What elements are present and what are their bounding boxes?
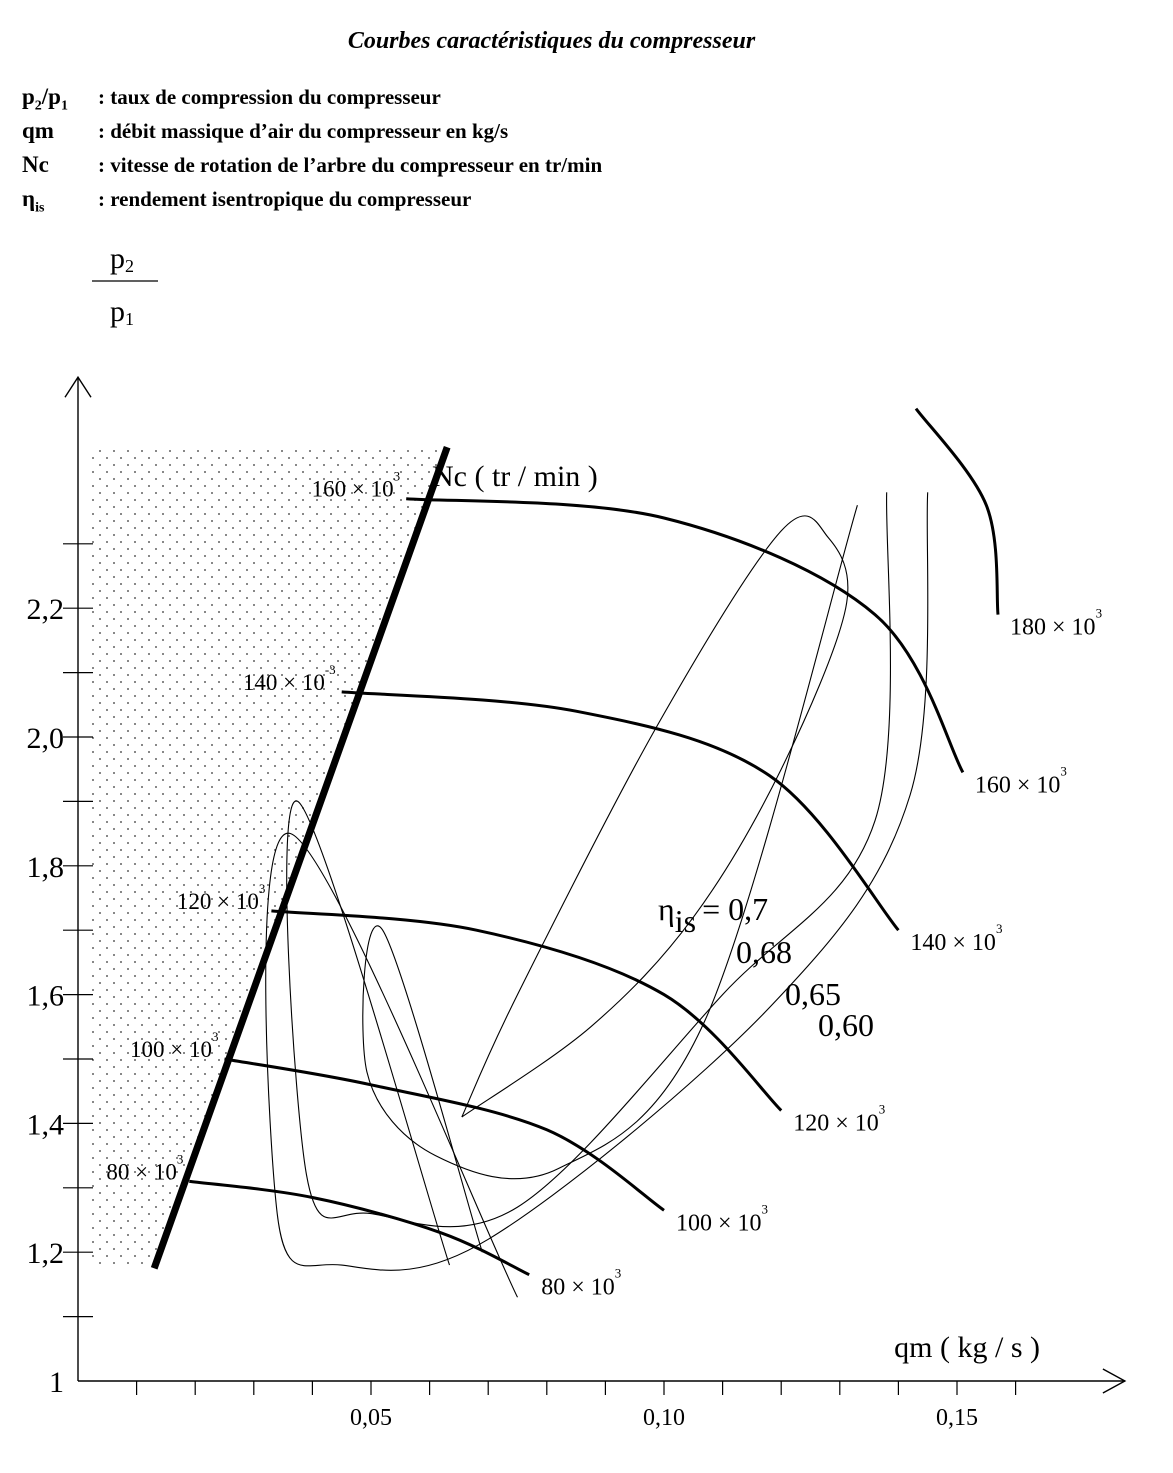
speed-line-3: [341, 690, 900, 932]
y-tick-label: 1,8: [27, 851, 65, 884]
speed-label-right-4-exponent: 3: [1060, 763, 1067, 778]
legend-symbol: p2/p1: [22, 84, 68, 114]
x-tick-label: 0,10: [643, 1405, 685, 1431]
y-axis-arrow: [64, 375, 92, 398]
x-tick-label: 0,05: [350, 1405, 392, 1431]
speed-label-right-2: 120 × 103: [793, 1102, 885, 1137]
efficiency-label-0: ηis = 0,7: [658, 891, 768, 939]
speed-label-left-0-exponent: 3: [177, 1151, 184, 1166]
y-axis-title-sub: 2: [125, 256, 134, 276]
legend-description: : taux de compression du compresseur: [98, 85, 441, 109]
legend-symbol: Nc: [22, 152, 49, 177]
speed-label-right-3-exponent: 3: [996, 921, 1003, 936]
efficiency-contour-1: [362, 505, 858, 1253]
legend-row-ratio: p2/p1 : taux de compression du compresseu…: [22, 80, 602, 114]
surge-line: [150, 446, 451, 1270]
speed-line-2: [271, 909, 783, 1112]
speed-label-right-0: 80 × 103: [541, 1266, 621, 1301]
legend-description: : vitesse de rotation de l’arbre du comp…: [98, 153, 603, 177]
efficiency-contour-0: [461, 515, 849, 1118]
speed-label-left-3-exponent: -3: [325, 662, 336, 677]
legend-row-nc: Nc : vitesse de rotation de l’arbre du co…: [22, 148, 602, 182]
speed-label-right-2-exponent: 3: [879, 1102, 886, 1117]
legend-row-eta: ηis : rendement isentropique du compresse…: [22, 182, 602, 216]
y-tick-label: 1,6: [27, 980, 65, 1013]
efficiency-contour-3: [265, 492, 929, 1298]
speed-label-right-3: 140 × 103: [910, 921, 1002, 956]
y-tick-label: 1: [49, 1366, 64, 1399]
speed-label-left-1-exponent: 3: [212, 1029, 219, 1044]
efficiency-label-3: 0,60: [818, 1007, 874, 1043]
legend-row-qm: qm : débit massique d’air du compresseur …: [22, 114, 602, 148]
nc-title: Nc ( tr / min ): [432, 460, 598, 493]
x-axis-arrow: [1102, 1368, 1127, 1394]
speed-label-right-1: 100 × 103: [676, 1201, 768, 1236]
efficiency-label-sub: is: [675, 903, 696, 939]
legend-symbol: ηis: [22, 186, 45, 216]
speed-label-left-4-exponent: 3: [394, 469, 401, 484]
speed-line-5: [914, 407, 1000, 615]
y-axis-title-denominator: p1: [110, 295, 134, 329]
speed-line-1: [224, 1057, 665, 1212]
legend-description: : débit massique d’air du compresseur en…: [98, 119, 509, 143]
speed-label-right-5-exponent: 3: [1096, 606, 1103, 621]
speed-label-right-4: 160 × 103: [975, 763, 1067, 798]
speed-label-left-2-exponent: 3: [259, 881, 266, 896]
speed-line-0: [189, 1179, 530, 1277]
x-axis-title: qm ( kg / s ): [894, 1331, 1040, 1364]
y-tick-label: 1,2: [27, 1237, 65, 1270]
legend-description: : rendement isentropique du compresseur: [98, 187, 472, 211]
chart-title: Courbes caractéristiques du compresseur: [347, 28, 756, 54]
legend: p2/p1 : taux de compression du compresseu…: [22, 80, 602, 216]
efficiency-label-value: = 0,7: [702, 891, 768, 927]
y-axis-title-numerator: p2: [110, 242, 134, 276]
legend-symbol: qm: [22, 118, 54, 143]
speed-label-right-5: 180 × 103: [1010, 606, 1102, 641]
y-tick-label: 2,2: [27, 593, 65, 626]
speed-label-right-0-exponent: 3: [615, 1266, 622, 1281]
y-tick-label: 2,0: [27, 722, 65, 755]
efficiency-label-1: 0,68: [736, 934, 792, 970]
speed-line-4: [406, 497, 965, 774]
x-tick-label: 0,15: [936, 1405, 978, 1431]
efficiency-label-2: 0,65: [785, 976, 841, 1012]
y-tick-label: 1,4: [27, 1108, 65, 1141]
speed-label-right-1-exponent: 3: [762, 1201, 769, 1216]
surge-region: [92, 447, 448, 1269]
y-axis-title-sub: 1: [125, 309, 134, 329]
